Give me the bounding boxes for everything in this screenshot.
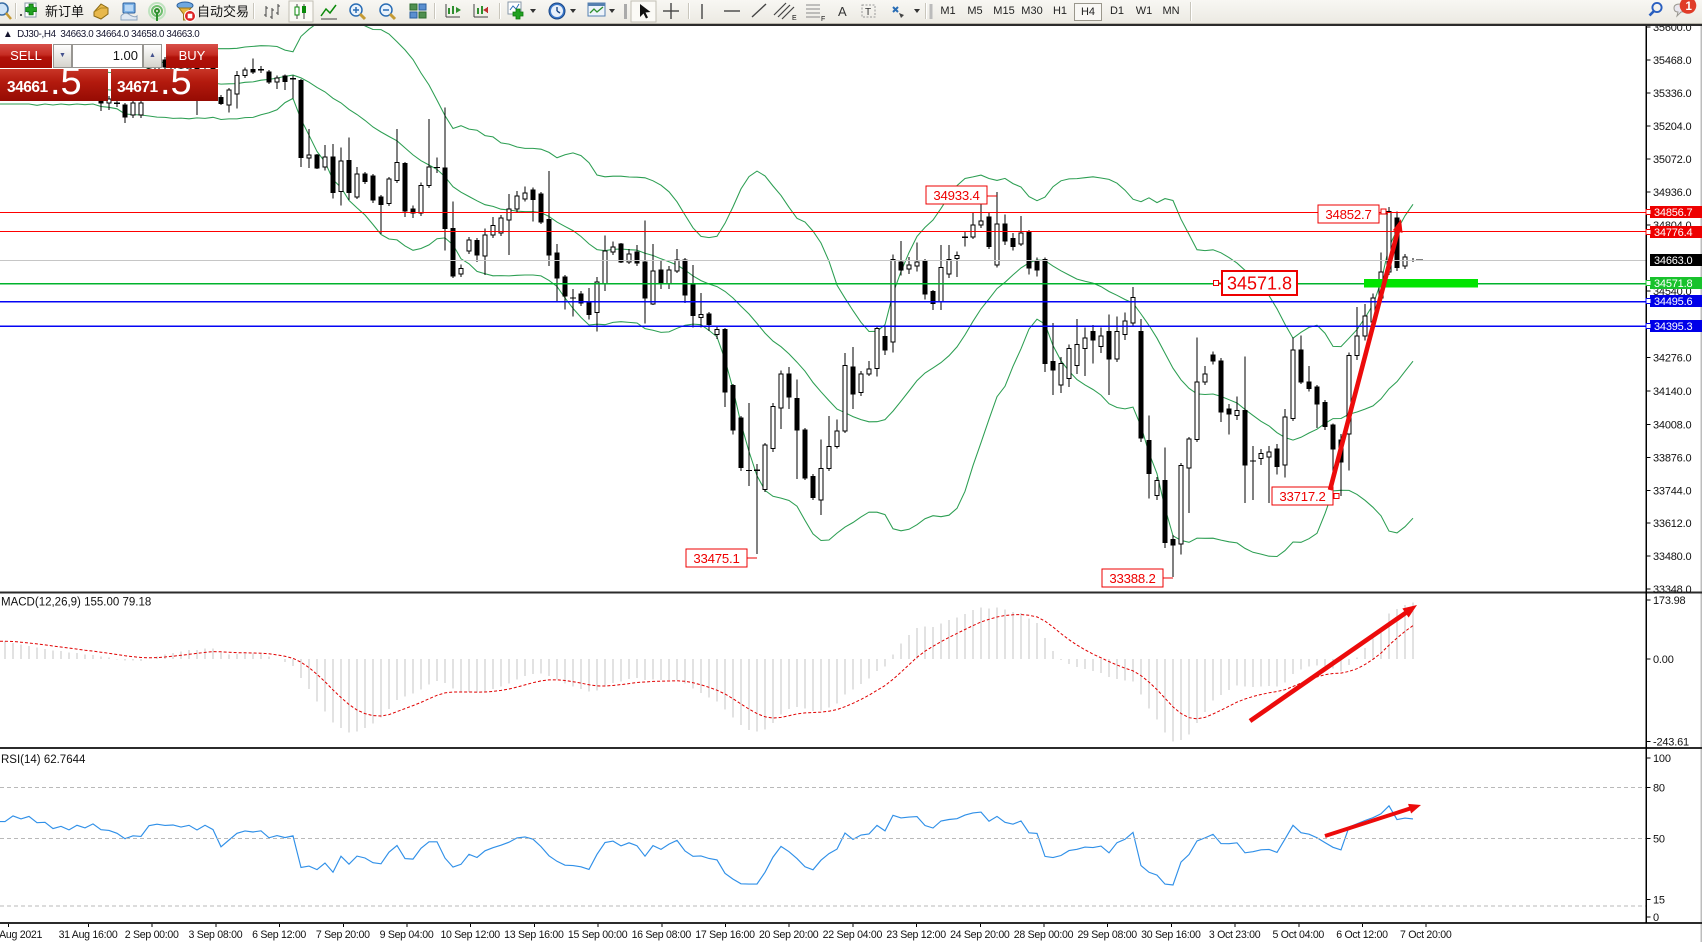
- svg-text:35204.0: 35204.0: [1653, 121, 1691, 133]
- svg-text:自动交易: 自动交易: [197, 4, 249, 19]
- svg-text:33876.0: 33876.0: [1653, 453, 1691, 465]
- svg-text:33348.0: 33348.0: [1653, 584, 1691, 596]
- svg-text:9 Sep 04:00: 9 Sep 04:00: [380, 929, 434, 941]
- svg-text:新订单: 新订单: [45, 4, 84, 19]
- svg-text:34495.6: 34495.6: [1654, 296, 1692, 308]
- svg-text:3 Sep 08:00: 3 Sep 08:00: [188, 929, 242, 941]
- svg-text:35468.0: 35468.0: [1653, 55, 1691, 67]
- svg-text:31 Aug 16:00: 31 Aug 16:00: [59, 929, 118, 941]
- svg-text:34663.0: 34663.0: [1654, 255, 1692, 267]
- svg-text:6 Oct 12:00: 6 Oct 12:00: [1336, 929, 1388, 941]
- svg-text:34571.8: 34571.8: [1654, 278, 1692, 290]
- svg-text:MACD(12,26,9) 155.00 79.18: MACD(12,26,9) 155.00 79.18: [1, 597, 151, 609]
- svg-text:23 Sep 12:00: 23 Sep 12:00: [886, 929, 946, 941]
- svg-text:33388.2: 33388.2: [1109, 571, 1155, 586]
- svg-text:7 Oct 20:00: 7 Oct 20:00: [1400, 929, 1452, 941]
- svg-text:22 Sep 04:00: 22 Sep 04:00: [823, 929, 883, 941]
- svg-text:6 Sep 12:00: 6 Sep 12:00: [252, 929, 306, 941]
- svg-text:34540.0: 34540.0: [1653, 286, 1691, 298]
- svg-text:15: 15: [1653, 895, 1665, 907]
- svg-text:E: E: [792, 15, 797, 22]
- svg-text:34856.7: 34856.7: [1654, 207, 1692, 219]
- svg-text:34276.0: 34276.0: [1653, 353, 1691, 365]
- svg-text:33475.1: 33475.1: [693, 551, 739, 566]
- svg-text:5 Oct 04:00: 5 Oct 04:00: [1273, 929, 1325, 941]
- svg-text:RSI(14) 62.7644: RSI(14) 62.7644: [1, 754, 86, 766]
- svg-text:16 Sep 08:00: 16 Sep 08:00: [632, 929, 692, 941]
- svg-text:35336.0: 35336.0: [1653, 88, 1691, 100]
- svg-text:50: 50: [1653, 834, 1665, 846]
- svg-text:80: 80: [1653, 783, 1665, 795]
- svg-text:0.00: 0.00: [1653, 654, 1674, 666]
- svg-text:34571.8: 34571.8: [1227, 274, 1292, 294]
- svg-text:173.98: 173.98: [1653, 595, 1686, 607]
- svg-text:30 Sep 16:00: 30 Sep 16:00: [1141, 929, 1201, 941]
- svg-text:10 Sep 12:00: 10 Sep 12:00: [440, 929, 500, 941]
- svg-text:T: T: [865, 7, 871, 18]
- svg-text:1: 1: [1686, 1, 1693, 13]
- svg-text:13 Sep 16:00: 13 Sep 16:00: [504, 929, 564, 941]
- svg-text:3 Oct 23:00: 3 Oct 23:00: [1209, 929, 1261, 941]
- svg-text:34776.4: 34776.4: [1654, 227, 1692, 239]
- svg-text:24 Sep 20:00: 24 Sep 20:00: [950, 929, 1010, 941]
- svg-text:35072.0: 35072.0: [1653, 154, 1691, 166]
- svg-text:29 Sep 08:00: 29 Sep 08:00: [1077, 929, 1137, 941]
- svg-text:7 Sep 20:00: 7 Sep 20:00: [316, 929, 370, 941]
- svg-text:F: F: [821, 16, 825, 23]
- svg-text:20 Sep 20:00: 20 Sep 20:00: [759, 929, 819, 941]
- svg-text:33744.0: 33744.0: [1653, 486, 1691, 498]
- svg-text:28 Sep 00:00: 28 Sep 00:00: [1014, 929, 1074, 941]
- svg-text:100: 100: [1653, 753, 1671, 765]
- svg-text:34140.0: 34140.0: [1653, 386, 1691, 398]
- svg-text:0: 0: [1653, 912, 1659, 924]
- svg-text:-243.61: -243.61: [1653, 737, 1689, 749]
- svg-text:34852.7: 34852.7: [1325, 207, 1371, 222]
- svg-text:15 Sep 00:00: 15 Sep 00:00: [568, 929, 628, 941]
- svg-text:34395.3: 34395.3: [1654, 321, 1692, 333]
- svg-text:17 Sep 16:00: 17 Sep 16:00: [695, 929, 755, 941]
- svg-text:30 Aug 2021: 30 Aug 2021: [0, 929, 43, 941]
- svg-text:34008.0: 34008.0: [1653, 420, 1691, 432]
- svg-text:A: A: [838, 4, 847, 19]
- svg-text:33717.2: 33717.2: [1279, 489, 1325, 504]
- svg-text:33480.0: 33480.0: [1653, 551, 1691, 563]
- svg-text:34936.0: 34936.0: [1653, 187, 1691, 199]
- svg-text:34933.4: 34933.4: [933, 188, 979, 203]
- svg-text:33612.0: 33612.0: [1653, 518, 1691, 530]
- svg-text:2 Sep 00:00: 2 Sep 00:00: [125, 929, 179, 941]
